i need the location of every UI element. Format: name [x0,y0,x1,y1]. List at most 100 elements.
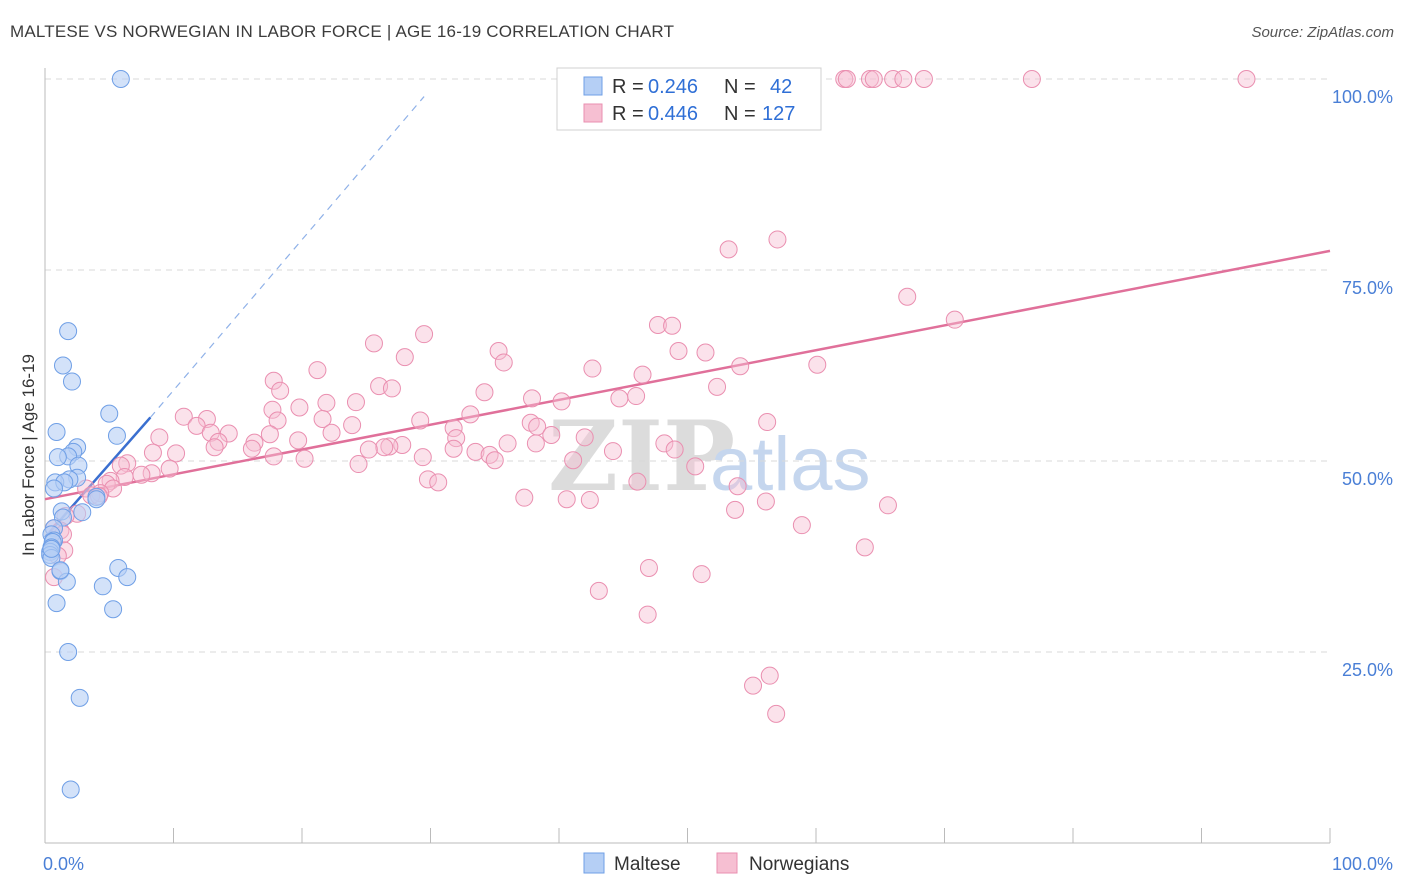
legend-maltese-n-label: N = [724,76,761,98]
norwegian-point [663,316,682,335]
maltese-point [61,780,80,799]
watermark-zip-text: ZIP [548,400,735,513]
norwegian-point [382,379,401,398]
norwegian-point [864,70,883,88]
bottom-legend: Maltese Norwegians [583,852,849,875]
norwegian-point [894,70,913,88]
norwegian-point [264,447,283,466]
chart-source: Source: ZipAtlas.com [1251,24,1394,41]
norwegian-point [150,428,169,447]
norwegian-point [494,353,513,372]
maltese-point [51,561,70,580]
norwegian-point [855,538,874,557]
norwegian-point [485,451,504,470]
norwegian-point [143,443,162,462]
norwegian-point [557,490,576,509]
norwegian-point [728,477,747,496]
norwegian-point [583,359,602,378]
norwegian-point [1022,70,1041,88]
norwegian-point [760,666,779,685]
legend-maltese-r-value: 0.246 [648,76,698,98]
norwegian-points [44,70,1256,723]
norwegian-point [603,442,622,461]
norwegian-point [692,565,711,584]
norwegian-point [744,676,763,695]
norwegian-point [884,70,903,88]
norwegian-point [575,428,594,447]
norwegian-point [878,496,897,515]
norwegian-point [610,389,629,408]
maltese-points [41,70,137,799]
x-tick-label-max: 100.0% [1332,854,1393,874]
maltese-point [70,688,89,707]
norwegian-point [552,392,571,411]
maltese-point [59,322,78,341]
norwegian-point [564,451,583,470]
norwegian-point [792,516,811,535]
maltese-point [62,372,81,391]
norwegian-point [466,442,485,461]
norwegian-point [639,558,658,577]
bottom-legend-norwegians-label: Norwegians [749,854,849,875]
norwegian-point [295,449,314,468]
norwegian-point [411,411,430,430]
norwegian-point [461,405,480,424]
norwegian-point [174,407,193,426]
legend-norwegian-r-value: 0.446 [648,103,698,125]
norwegian-point [375,438,394,457]
norwegian-point [526,434,545,453]
maltese-trend-extension [149,96,425,418]
norwegian-point [633,365,652,384]
norwegian-point [111,456,130,475]
y-tick-labels: 25.0% 50.0% 75.0% 100.0% [1332,87,1393,680]
gridlines [45,78,1330,653]
norwegian-point [837,70,856,88]
norwegian-point [242,439,261,458]
norwegian-point [768,230,787,249]
y-axis-label: In Labor Force | Age 16-19 [19,354,38,556]
norwegian-point [447,429,466,448]
norwegian-point [628,472,647,491]
norwegian-trend-line [44,249,1331,501]
norwegian-point [498,434,517,453]
norwegian-point [708,377,727,396]
maltese-point [93,577,112,596]
norwegian-point [480,445,499,464]
norwegian-point [317,393,336,412]
maltese-point [59,643,78,661]
y-tick-label: 50.0% [1342,469,1393,489]
norwegian-point [263,400,282,419]
norwegian-point [308,361,327,380]
maltese-point [42,539,61,558]
norwegian-point [731,357,750,376]
norwegian-point [167,444,186,463]
norwegian-point [413,448,432,467]
norwegian-point [627,387,646,406]
y-tick-label: 100.0% [1332,87,1393,107]
norwegian-point [669,341,688,360]
norwegian-point [655,434,674,453]
chart-title: MALTESE VS NORWEGIAN IN LABOR FORCE | AG… [10,22,675,41]
norwegian-point [686,457,705,476]
norwegian-point [515,488,534,507]
norwegian-point [264,371,283,390]
norwegian-point [808,355,827,374]
norwegian-point [201,423,220,442]
norwegian-point [860,70,879,88]
maltese-point [118,568,137,587]
norwegian-point [719,240,738,259]
norwegian-point [313,409,332,428]
norwegian-point [197,409,216,428]
norwegian-point [395,348,414,367]
maltese-point [53,356,72,375]
y-tick-label: 75.0% [1342,278,1393,298]
maltese-point [47,594,66,613]
norwegian-point [346,393,365,412]
legend-maltese-swatch [583,76,603,96]
norwegian-point [696,343,715,362]
norwegian-point [945,310,964,329]
legend-maltese-n-value: 42 [770,76,792,98]
bottom-legend-maltese-label: Maltese [614,854,681,875]
norwegian-point [756,492,775,511]
